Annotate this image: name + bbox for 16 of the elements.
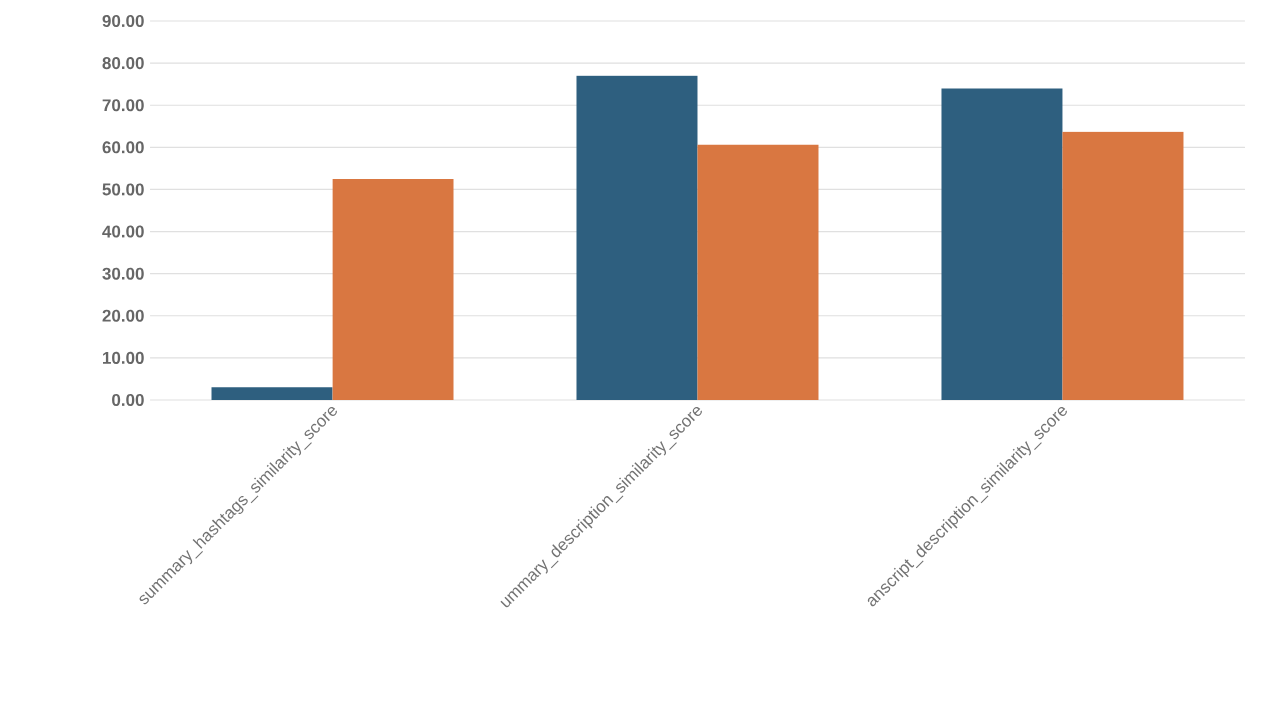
bar: [576, 75, 698, 400]
bar: [941, 88, 1063, 400]
y-tick-label: 30.00: [102, 267, 144, 280]
y-tick-label: 90.00: [102, 14, 144, 28]
y-tick-label: 70.00: [102, 99, 144, 112]
y-tick-label: 20.00: [102, 309, 144, 322]
bar: [332, 178, 454, 400]
y-tick-label: 50.00: [102, 183, 144, 196]
bar: [1062, 131, 1184, 400]
y-tick-label: 80.00: [102, 57, 144, 70]
y-tick-label: 0.00: [112, 393, 144, 407]
bar: [211, 387, 333, 400]
bar: [697, 144, 819, 400]
y-tick-label: 10.00: [103, 351, 144, 364]
y-tick-label: 40.00: [102, 225, 144, 238]
y-tick-label: 60.00: [102, 141, 144, 154]
